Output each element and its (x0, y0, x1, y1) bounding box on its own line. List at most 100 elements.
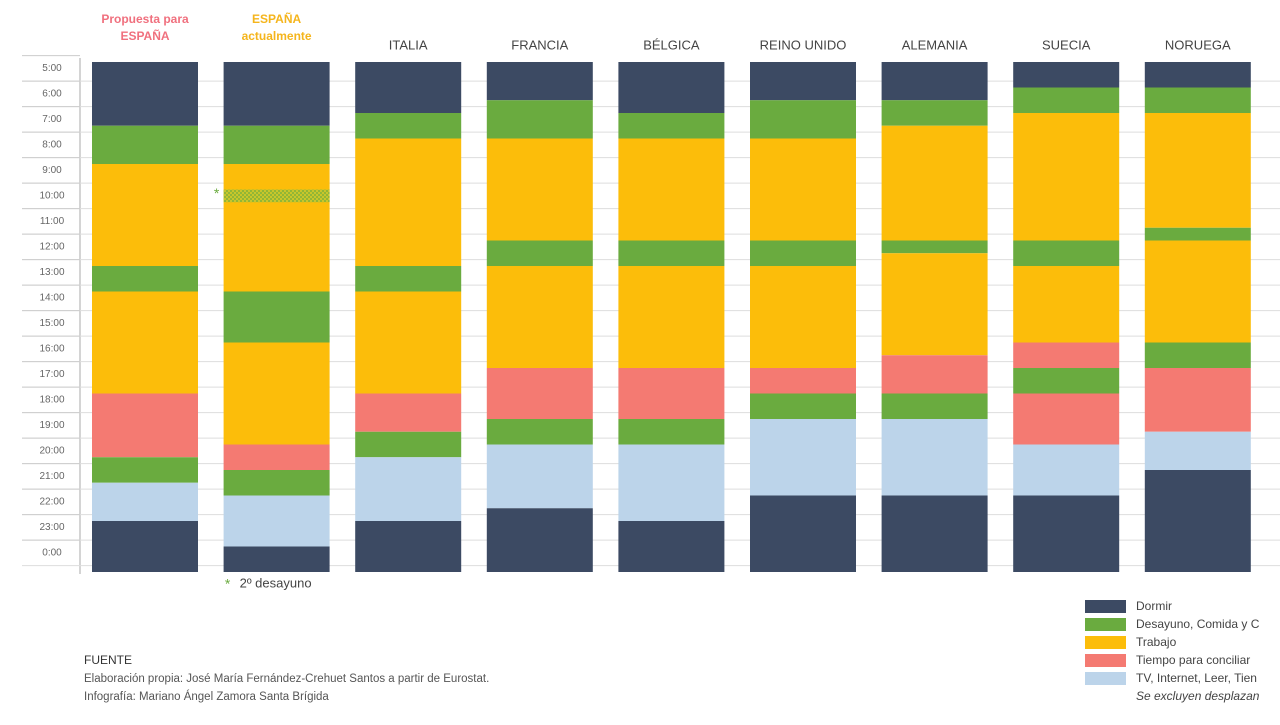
segment (618, 368, 725, 419)
y-tick-label: 17:00 (39, 369, 64, 380)
segment (355, 393, 462, 432)
y-tick-label: 23:00 (39, 522, 64, 533)
segment (881, 100, 988, 126)
segment (92, 482, 198, 521)
segment (92, 266, 198, 292)
segment (1013, 342, 1120, 368)
segment (750, 368, 856, 394)
segment (355, 62, 462, 113)
segment (750, 419, 856, 496)
y-tick-label: 16:00 (39, 344, 64, 355)
segment (223, 125, 330, 164)
source-line: Elaboración propia: José María Fernández… (84, 673, 489, 685)
segment (355, 521, 462, 572)
segment (881, 393, 988, 419)
column-header: REINO UNIDO (760, 37, 847, 52)
annotation-label: 2º desayuno (240, 575, 312, 590)
segment (1144, 342, 1251, 368)
segment (223, 164, 330, 292)
segment (750, 240, 856, 266)
segment (618, 521, 725, 572)
segment (750, 138, 856, 241)
legend-label: Desayuno, Comida y C (1136, 617, 1260, 631)
segment (223, 291, 330, 343)
y-tick-label: 15:00 (39, 318, 64, 329)
segment (1013, 444, 1120, 496)
segment (618, 419, 725, 445)
y-tick-label: 8:00 (42, 140, 62, 151)
segment (92, 62, 198, 126)
segment (355, 138, 462, 266)
y-tick-label: 13:00 (39, 267, 64, 278)
segment (750, 495, 856, 572)
segment (486, 62, 593, 101)
segment (486, 100, 593, 139)
y-tick-label: 19:00 (39, 420, 64, 431)
segment (223, 444, 330, 470)
source-line: Infografía: Mariano Ángel Zamora Santa B… (84, 690, 329, 703)
y-tick-label: 21:00 (39, 471, 64, 482)
labels: 5:00 6:00 7:00 8:00 9:00 10:00 11:00 12:00 13:00… (39, 11, 1259, 685)
segment (1013, 495, 1120, 572)
y-tick-label: 9:00 (42, 165, 62, 176)
segment (223, 546, 330, 572)
segment (618, 113, 725, 139)
second-breakfast (223, 189, 330, 203)
y-tick-label: 5:00 (42, 63, 62, 74)
segment (1144, 240, 1251, 343)
segment (1144, 87, 1251, 113)
segment (1013, 393, 1120, 445)
segment (881, 62, 988, 101)
segment (618, 62, 725, 113)
segment (223, 470, 330, 496)
column-header: ESPAÑA actualmente (242, 11, 312, 43)
segment (355, 291, 462, 394)
column-header: FRANCIA (511, 37, 568, 52)
segment (223, 62, 330, 126)
segment (1013, 62, 1120, 88)
column-header: NORUEGA (1165, 37, 1231, 52)
segment (1013, 113, 1120, 241)
bars (92, 62, 1251, 572)
y-tick-label: 7:00 (42, 114, 62, 125)
segment (881, 419, 988, 496)
legend-label: Trabajo (1136, 635, 1177, 649)
annotation-marker: * (225, 576, 231, 592)
segment (1013, 368, 1120, 394)
segment (750, 100, 856, 139)
column-header: BÉLGICA (643, 37, 700, 52)
segment (1144, 368, 1251, 432)
y-tick-label: 22:00 (39, 497, 64, 508)
segment (618, 266, 725, 368)
segment (881, 355, 988, 394)
segment (1013, 240, 1120, 266)
column-header: Propuesta para ESPAÑA (101, 12, 189, 43)
segment (355, 457, 462, 521)
y-tick-label: 12:00 (39, 242, 64, 253)
y-tick-label: 20:00 (39, 446, 64, 457)
column-header: SUECIA (1042, 37, 1091, 52)
segment (881, 253, 988, 356)
legend-label: Dormir (1136, 599, 1172, 613)
segment (750, 62, 856, 101)
segment (486, 508, 593, 572)
segment (1013, 266, 1120, 343)
segment (1144, 431, 1251, 470)
segment (1144, 470, 1251, 572)
segment (618, 240, 725, 266)
segment (750, 393, 856, 419)
segment (618, 444, 725, 521)
segment (750, 266, 856, 368)
segment (92, 164, 198, 266)
segment (92, 291, 198, 394)
segment (355, 431, 462, 458)
segment (486, 138, 593, 241)
segment (1144, 62, 1251, 88)
segment (1144, 227, 1251, 241)
y-tick-label: 6:00 (42, 89, 62, 100)
segment (1013, 87, 1120, 113)
segment (223, 342, 330, 445)
legend-label: TV, Internet, Leer, Tien (1136, 671, 1257, 685)
column-header: ITALIA (389, 37, 428, 52)
